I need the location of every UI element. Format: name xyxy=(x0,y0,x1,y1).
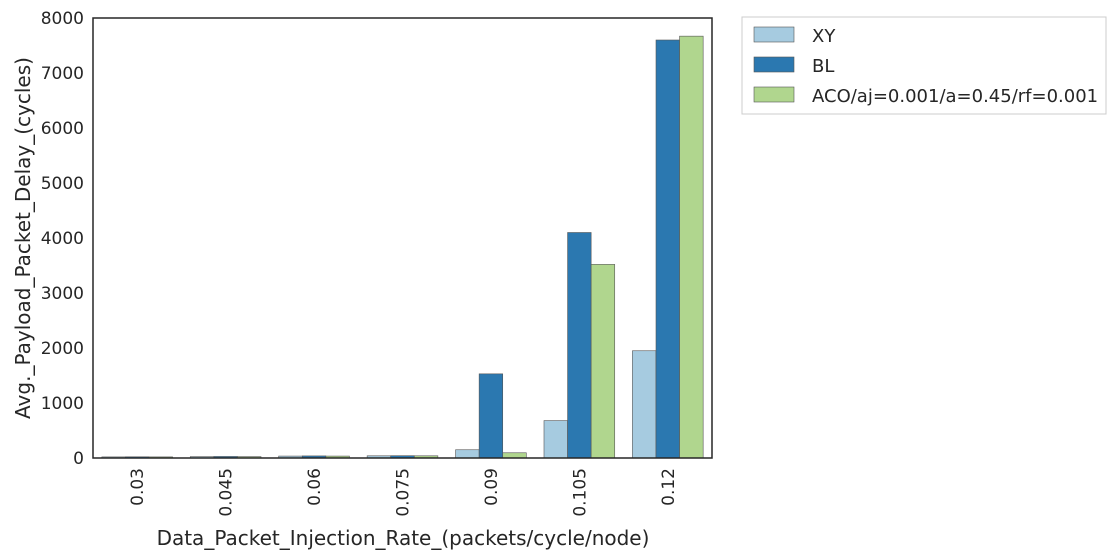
bar-aco-0.12 xyxy=(679,35,704,459)
y-tick-label: 6000 xyxy=(41,119,84,139)
legend-label-aco: ACO/aj=0.001/a=0.45/rf=0.001 xyxy=(812,86,1098,107)
y-tick-label: 8000 xyxy=(41,9,84,29)
y-tick-label: 4000 xyxy=(41,229,84,249)
bar-bl-0.12 xyxy=(655,39,680,459)
y-tick-label: 1000 xyxy=(41,394,84,414)
plot-frame xyxy=(92,17,713,459)
bar-xy-0.105 xyxy=(543,420,568,459)
legend-swatch-bl xyxy=(753,56,795,73)
y-tick-label: 0 xyxy=(73,449,84,469)
x-tick-label: 0.045 xyxy=(217,468,237,517)
bar-xy-0.09 xyxy=(455,449,480,459)
x-tick-label: 0.06 xyxy=(305,468,325,506)
y-tick-label: 7000 xyxy=(41,64,84,84)
bar-bl-0.09 xyxy=(478,373,504,459)
bar-aco-0.105 xyxy=(590,264,616,459)
x-tick-label: 0.075 xyxy=(394,468,414,517)
bar-aco-0.09 xyxy=(502,452,527,459)
x-tick-label: 0.09 xyxy=(482,468,502,506)
y-tick-label: 2000 xyxy=(41,339,84,359)
legend: XY BL ACO/aj=0.001/a=0.45/rf=0.001 xyxy=(741,16,1107,115)
x-tick-label: 0.03 xyxy=(128,468,148,506)
bar-xy-0.12 xyxy=(632,350,657,459)
y-axis-title: Avg._Payload_Packet_Delay_(cycles) xyxy=(11,57,35,419)
legend-swatch-aco xyxy=(753,86,795,103)
x-axis-ticks: 0.03 0.045 0.06 0.075 0.09 0.105 0.12 xyxy=(128,468,679,517)
x-tick-label: 0.12 xyxy=(659,468,679,506)
bars-layer xyxy=(101,35,704,459)
x-axis-title: Data_Packet_Injection_Rate_(packets/cycl… xyxy=(157,526,650,550)
bar-bl-0.105 xyxy=(567,232,592,459)
y-tick-label: 5000 xyxy=(41,174,84,194)
y-tick-label: 3000 xyxy=(41,284,84,304)
legend-box xyxy=(741,16,1107,115)
y-axis-ticks: 0 1000 2000 3000 4000 5000 6000 7000 8000 xyxy=(41,9,84,469)
legend-swatch-xy xyxy=(753,26,795,43)
legend-label-xy: XY xyxy=(812,26,836,47)
legend-label-bl: BL xyxy=(812,56,834,77)
x-tick-label: 0.105 xyxy=(570,468,590,517)
